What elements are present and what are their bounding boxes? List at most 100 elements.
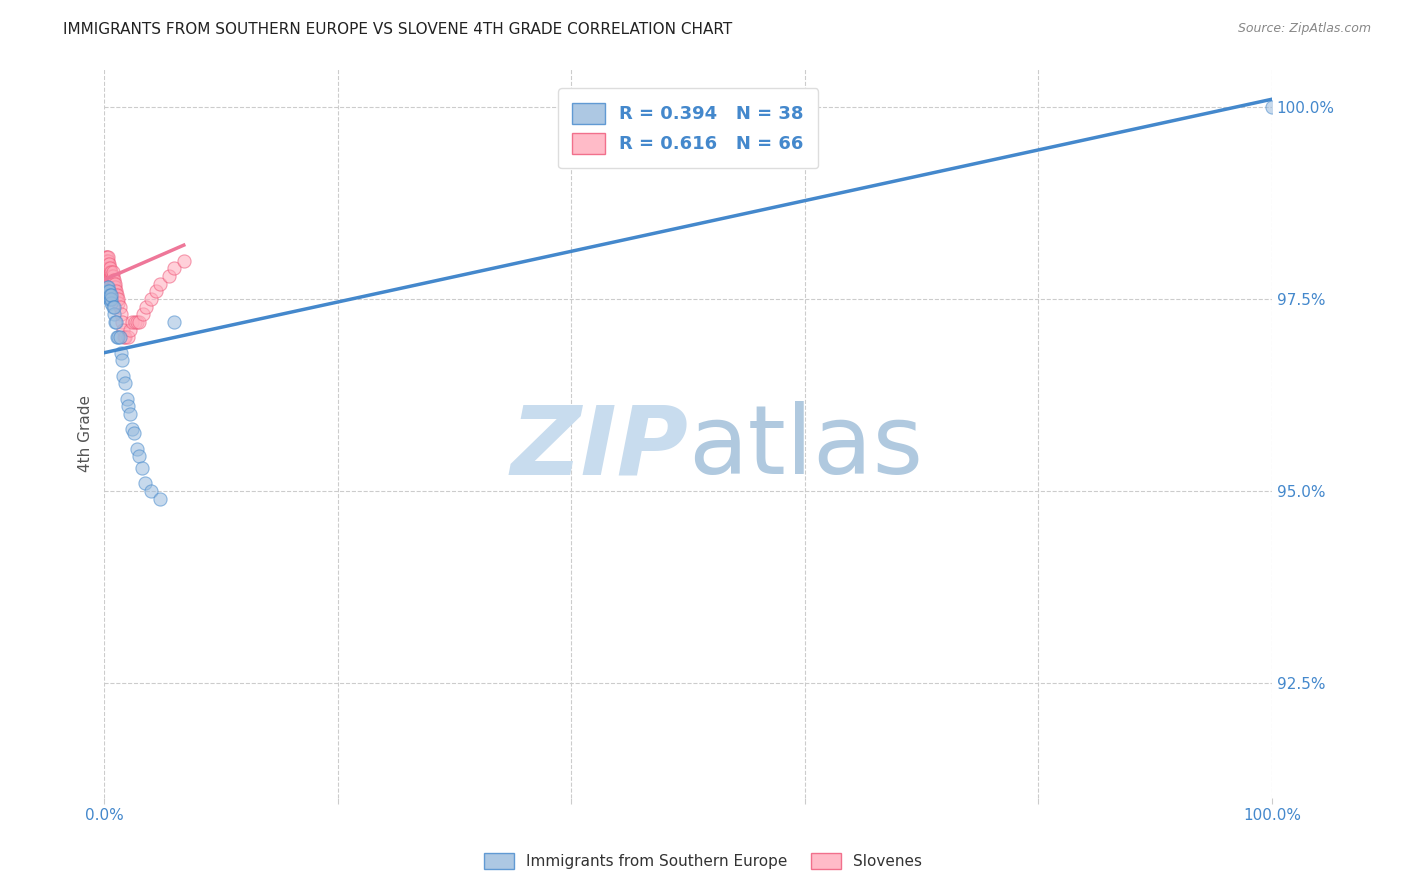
Point xyxy=(105,288,128,302)
Point xyxy=(121,422,143,436)
Point xyxy=(125,315,148,329)
Point xyxy=(100,273,122,287)
Point xyxy=(97,265,120,279)
Point xyxy=(98,288,121,302)
Point xyxy=(103,280,125,294)
Point xyxy=(101,268,124,283)
Point xyxy=(94,253,117,268)
Point xyxy=(94,257,117,271)
Point xyxy=(110,345,132,359)
Point xyxy=(111,353,134,368)
Point xyxy=(100,295,122,310)
Point xyxy=(105,315,128,329)
Point xyxy=(101,277,124,291)
Legend: Immigrants from Southern Europe, Slovenes: Immigrants from Southern Europe, Slovene… xyxy=(478,847,928,875)
Point xyxy=(128,450,150,464)
Point xyxy=(98,273,121,287)
Point xyxy=(134,476,156,491)
Point xyxy=(139,483,162,498)
Point xyxy=(98,268,121,283)
Point xyxy=(97,265,120,279)
Point xyxy=(117,330,139,344)
Point xyxy=(112,330,135,344)
Point xyxy=(96,280,118,294)
Point xyxy=(100,292,122,306)
Point xyxy=(104,280,127,294)
Point xyxy=(163,261,186,276)
Point xyxy=(149,491,172,506)
Point xyxy=(98,284,121,298)
Point xyxy=(101,273,124,287)
Text: ZIP: ZIP xyxy=(510,401,688,494)
Point xyxy=(120,407,142,421)
Point xyxy=(96,257,118,271)
Point xyxy=(98,265,121,279)
Point xyxy=(125,442,148,456)
Point xyxy=(105,330,128,344)
Point xyxy=(97,261,120,276)
Point xyxy=(98,257,121,271)
Point xyxy=(163,315,186,329)
Point xyxy=(98,261,121,276)
Point xyxy=(94,253,117,268)
Point xyxy=(112,368,135,383)
Point xyxy=(107,330,129,344)
Point xyxy=(132,307,155,321)
Point xyxy=(98,292,121,306)
Point xyxy=(100,288,122,302)
Point xyxy=(105,284,128,298)
Point xyxy=(124,315,146,329)
Point xyxy=(101,265,124,279)
Point xyxy=(104,315,127,329)
Point xyxy=(131,460,153,475)
Point xyxy=(98,268,121,283)
Point xyxy=(97,284,120,298)
Point xyxy=(115,392,138,406)
Point xyxy=(97,280,120,294)
Point xyxy=(108,330,131,344)
Legend: R = 0.394   N = 38, R = 0.616   N = 66: R = 0.394 N = 38, R = 0.616 N = 66 xyxy=(558,88,818,168)
Point xyxy=(96,261,118,276)
Point xyxy=(94,288,117,302)
Point xyxy=(100,277,122,291)
Point xyxy=(96,261,118,276)
Point xyxy=(97,257,120,271)
Point xyxy=(96,253,118,268)
Text: Source: ZipAtlas.com: Source: ZipAtlas.com xyxy=(1237,22,1371,36)
Point xyxy=(98,292,121,306)
Point xyxy=(157,268,180,283)
Point xyxy=(110,307,132,321)
Point xyxy=(101,300,124,314)
Point xyxy=(103,277,125,291)
Point xyxy=(94,250,117,264)
Point xyxy=(104,284,127,298)
Point xyxy=(103,300,125,314)
Point xyxy=(139,292,162,306)
Point xyxy=(103,307,125,321)
Point xyxy=(96,284,118,298)
Y-axis label: 4th Grade: 4th Grade xyxy=(79,395,93,472)
Point xyxy=(135,300,157,314)
Point xyxy=(105,288,128,302)
Point xyxy=(112,323,135,337)
Point xyxy=(100,268,122,283)
Point xyxy=(94,257,117,271)
Point xyxy=(1261,100,1284,114)
Point xyxy=(111,315,134,329)
Point xyxy=(149,277,172,291)
Point xyxy=(114,376,136,391)
Point xyxy=(121,315,143,329)
Point xyxy=(128,315,150,329)
Point xyxy=(96,250,118,264)
Point xyxy=(120,323,142,337)
Point xyxy=(97,250,120,264)
Point xyxy=(100,273,122,287)
Point xyxy=(97,253,120,268)
Point xyxy=(98,265,121,279)
Text: atlas: atlas xyxy=(688,401,924,494)
Point xyxy=(122,426,145,441)
Point xyxy=(173,253,195,268)
Point xyxy=(145,284,167,298)
Point xyxy=(107,295,129,310)
Point xyxy=(107,292,129,306)
